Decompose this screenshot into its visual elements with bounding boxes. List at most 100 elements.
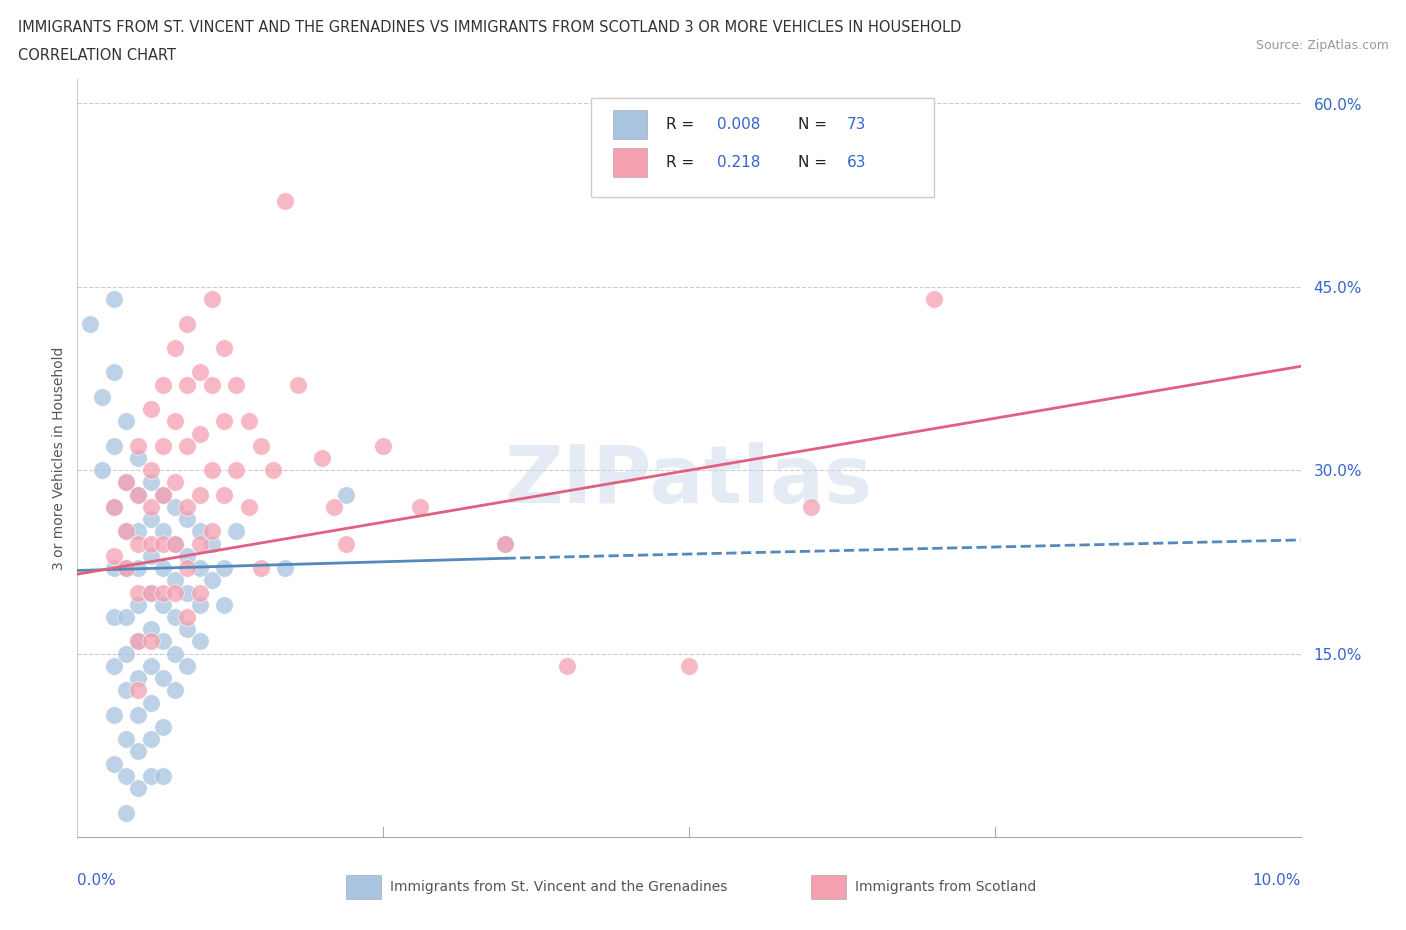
Point <box>165 609 187 624</box>
Point <box>127 683 149 698</box>
Point <box>176 658 198 673</box>
Point <box>152 768 174 783</box>
Point <box>152 634 174 649</box>
Point <box>287 378 309 392</box>
Point <box>139 499 162 514</box>
Bar <box>346 875 381 899</box>
Text: 63: 63 <box>846 155 866 170</box>
Point <box>176 622 198 637</box>
Point <box>212 597 235 612</box>
Point <box>311 451 333 466</box>
Point <box>262 463 284 478</box>
Point <box>165 340 187 355</box>
Point <box>115 805 138 820</box>
Point <box>800 499 823 514</box>
Point <box>152 537 174 551</box>
Point <box>103 708 125 723</box>
Point <box>225 524 247 538</box>
Point <box>103 756 125 771</box>
Text: 0.008: 0.008 <box>717 117 761 132</box>
Point <box>274 193 297 208</box>
Point <box>103 499 125 514</box>
Point <box>188 537 211 551</box>
Point <box>152 585 174 600</box>
Point <box>115 561 138 576</box>
Point <box>201 292 224 307</box>
Point <box>115 683 138 698</box>
Point <box>152 438 174 453</box>
Point <box>139 537 162 551</box>
Text: R =: R = <box>665 155 699 170</box>
Point <box>165 585 187 600</box>
Point <box>212 561 235 576</box>
Point <box>165 646 187 661</box>
Point <box>176 378 198 392</box>
Point <box>103 561 125 576</box>
Point <box>127 561 149 576</box>
Point <box>238 414 260 429</box>
Point <box>225 378 247 392</box>
Point <box>250 561 273 576</box>
Point <box>922 292 945 307</box>
Point <box>165 499 187 514</box>
Point <box>139 512 162 526</box>
Point <box>555 658 578 673</box>
Point <box>127 744 149 759</box>
Point <box>103 499 125 514</box>
Point <box>201 573 224 588</box>
Point <box>188 634 211 649</box>
Point <box>115 609 138 624</box>
FancyBboxPatch shape <box>591 98 934 196</box>
Point <box>201 463 224 478</box>
Point <box>188 597 211 612</box>
Point <box>335 487 357 502</box>
Bar <box>613 148 647 177</box>
Point <box>79 316 101 331</box>
Point <box>127 597 149 612</box>
Point <box>165 537 187 551</box>
Point <box>165 475 187 490</box>
Point <box>139 732 162 747</box>
Point <box>127 487 149 502</box>
Point <box>139 622 162 637</box>
Point <box>201 537 224 551</box>
Bar <box>613 110 647 139</box>
Point <box>127 708 149 723</box>
Point <box>188 487 211 502</box>
Point <box>212 414 235 429</box>
Bar <box>811 875 845 899</box>
Point <box>139 768 162 783</box>
Point <box>152 487 174 502</box>
Point <box>139 549 162 564</box>
Text: Immigrants from Scotland: Immigrants from Scotland <box>855 880 1036 894</box>
Point <box>225 463 247 478</box>
Point <box>139 658 162 673</box>
Point <box>176 561 198 576</box>
Point <box>90 463 112 478</box>
Point <box>127 780 149 795</box>
Point <box>152 487 174 502</box>
Point <box>371 438 394 453</box>
Point <box>139 475 162 490</box>
Point <box>115 646 138 661</box>
Point <box>127 438 149 453</box>
Point <box>127 487 149 502</box>
Point <box>152 561 174 576</box>
Text: Source: ZipAtlas.com: Source: ZipAtlas.com <box>1256 39 1389 52</box>
Point <box>212 340 235 355</box>
Point <box>335 537 357 551</box>
Point <box>127 537 149 551</box>
Text: 73: 73 <box>846 117 866 132</box>
Point <box>139 463 162 478</box>
Point <box>139 634 162 649</box>
Text: Immigrants from St. Vincent and the Grenadines: Immigrants from St. Vincent and the Gren… <box>391 880 728 894</box>
Point <box>152 524 174 538</box>
Point <box>176 512 198 526</box>
Point <box>115 561 138 576</box>
Point <box>495 537 517 551</box>
Point <box>274 561 297 576</box>
Point <box>165 683 187 698</box>
Point <box>127 634 149 649</box>
Point <box>115 524 138 538</box>
Point <box>212 487 235 502</box>
